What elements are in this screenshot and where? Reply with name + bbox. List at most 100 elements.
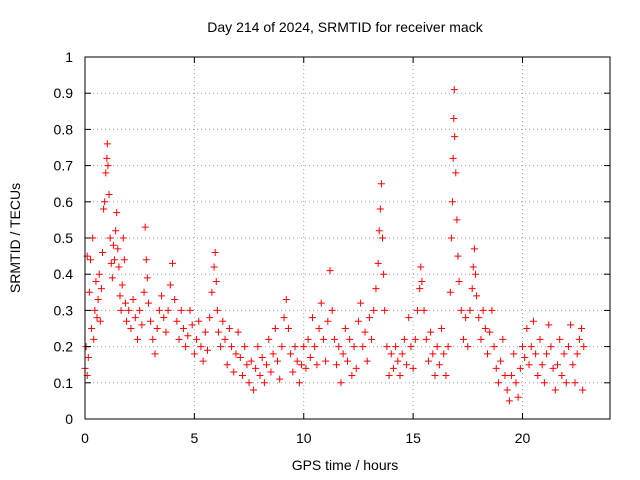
data-point (221, 335, 229, 343)
data-point (143, 274, 151, 282)
data-point (206, 314, 214, 322)
data-point (379, 234, 386, 242)
data-point (562, 379, 570, 387)
data-point (217, 343, 225, 351)
x-tick-label: 10 (296, 430, 312, 446)
data-point (213, 306, 221, 314)
data-point (365, 314, 373, 322)
data-point (490, 343, 498, 351)
data-point (123, 317, 131, 325)
data-point (306, 353, 314, 361)
data-point (245, 379, 253, 387)
data-point (317, 299, 325, 307)
data-point (361, 328, 369, 336)
data-point (153, 325, 161, 332)
y-tick-label: 0.6 (54, 194, 74, 210)
data-point (567, 321, 575, 329)
data-point (383, 343, 391, 351)
data-point (298, 361, 306, 369)
data-point (453, 216, 461, 224)
y-tick-label: 0.4 (54, 266, 74, 282)
data-point (84, 353, 92, 361)
data-point (579, 386, 587, 394)
data-point (127, 325, 135, 332)
data-point (519, 343, 526, 351)
data-point (374, 259, 382, 267)
data-point (525, 361, 533, 369)
data-point (337, 379, 345, 387)
data-point (169, 259, 176, 267)
data-point (433, 343, 441, 351)
data-point (381, 306, 389, 314)
data-point (341, 325, 349, 332)
data-point (254, 343, 262, 351)
data-point (534, 372, 542, 380)
data-points (81, 86, 588, 405)
data-point (86, 256, 94, 264)
data-point (497, 357, 505, 365)
data-point (164, 306, 172, 314)
data-point (256, 372, 264, 380)
data-point (454, 252, 462, 260)
data-point (97, 285, 105, 293)
data-point (501, 372, 509, 380)
data-point (119, 234, 127, 242)
data-point (179, 325, 187, 332)
data-point (326, 267, 334, 275)
data-point (199, 357, 207, 365)
data-point (394, 357, 402, 365)
data-point (377, 180, 385, 188)
data-point (265, 335, 273, 343)
data-point (512, 379, 520, 387)
y-tick-label: 0.8 (54, 121, 74, 137)
data-point (462, 314, 470, 322)
data-point (540, 379, 548, 387)
data-point (214, 328, 222, 336)
data-point (315, 325, 323, 332)
data-point (455, 277, 463, 285)
data-point (195, 317, 203, 325)
data-point (88, 325, 96, 332)
data-point (140, 288, 148, 296)
data-point (368, 335, 376, 343)
data-point (442, 372, 450, 380)
data-point (554, 361, 561, 369)
data-point (549, 364, 557, 372)
data-point (131, 314, 139, 322)
data-point (471, 270, 479, 278)
data-point (274, 357, 281, 365)
y-tick-label: 0.1 (54, 375, 74, 391)
data-point (452, 169, 460, 177)
data-point (99, 248, 106, 256)
data-point (121, 299, 129, 307)
data-point (543, 350, 551, 358)
data-point (429, 350, 437, 358)
data-point (473, 292, 481, 300)
data-point (107, 259, 115, 267)
data-point (376, 205, 384, 213)
data-point (243, 361, 251, 369)
data-point (451, 133, 459, 141)
data-point (302, 364, 310, 372)
x-tick-label: 0 (81, 430, 89, 446)
data-point (105, 191, 113, 199)
data-point (228, 343, 236, 351)
y-tick-label: 0.5 (54, 230, 74, 246)
data-point (363, 357, 371, 365)
data-point (514, 393, 522, 401)
data-point (211, 248, 219, 256)
data-point (85, 288, 93, 296)
data-point (249, 386, 257, 394)
data-point (282, 296, 290, 304)
data-point (532, 350, 540, 358)
data-point (186, 306, 194, 314)
data-point (389, 364, 397, 372)
data-point (450, 86, 458, 94)
data-point (414, 306, 421, 314)
data-point (440, 350, 448, 358)
data-point (466, 306, 474, 314)
data-point (247, 357, 255, 365)
data-point (446, 288, 454, 296)
data-point (263, 361, 271, 369)
data-point (151, 350, 159, 358)
